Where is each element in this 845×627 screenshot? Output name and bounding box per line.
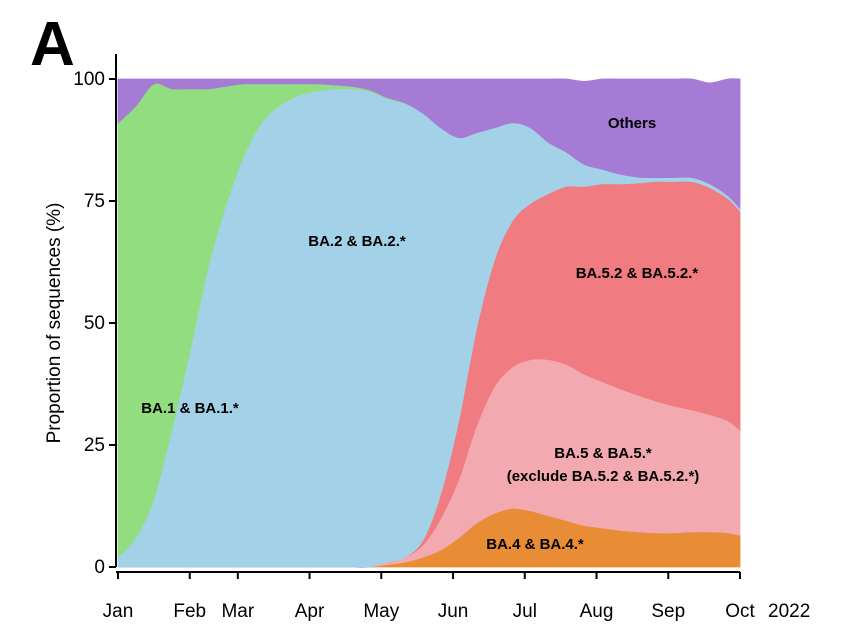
series-label: Others <box>608 115 656 132</box>
x-tick-label: Jun <box>438 601 469 622</box>
axes <box>115 54 740 573</box>
y-ticks: 0 25 50 75 100 <box>73 69 116 578</box>
series-label: BA.5.2 & BA.5.2.* <box>576 265 699 282</box>
series-label: BA.2 & BA.2.* <box>308 233 406 250</box>
series-label: BA.1 & BA.1.* <box>141 400 239 417</box>
year-label: 2022 <box>768 601 810 622</box>
series-label: (exclude BA.5.2 & BA.5.2.*) <box>507 468 700 485</box>
y-tick-label: 100 <box>73 69 105 90</box>
x-tick-label: Jul <box>513 601 537 622</box>
x-tick-label: Aug <box>580 601 614 622</box>
x-tick-label: Sep <box>651 601 685 622</box>
x-tick-label: Apr <box>295 601 325 622</box>
panel-letter: A <box>30 10 75 79</box>
series-label: BA.4 & BA.4.* <box>486 536 584 553</box>
y-tick-label: 25 <box>84 435 105 456</box>
y-tick-label: 50 <box>84 313 105 334</box>
x-tick-label: Oct <box>725 601 755 622</box>
y-tick-label: 75 <box>84 191 105 212</box>
series-label: BA.5 & BA.5.* <box>554 445 652 462</box>
x-tick-label: Jan <box>103 601 134 622</box>
y-tick-label: 0 <box>94 557 105 578</box>
x-tick-label: Mar <box>221 601 254 622</box>
x-tick-label: May <box>363 601 399 622</box>
series-labels: BA.4 & BA.4.* BA.5 & BA.5.* (exclude BA.5.… <box>141 115 699 553</box>
area-series-5 <box>117 78 741 210</box>
y-axis-title: Proportion of sequences (%) <box>44 203 65 444</box>
x-ticks: Jan Feb Mar Apr May Jun Jul Aug Sep Oct <box>103 572 755 622</box>
area-layers <box>117 78 741 568</box>
x-tick-label: Feb <box>173 601 206 622</box>
